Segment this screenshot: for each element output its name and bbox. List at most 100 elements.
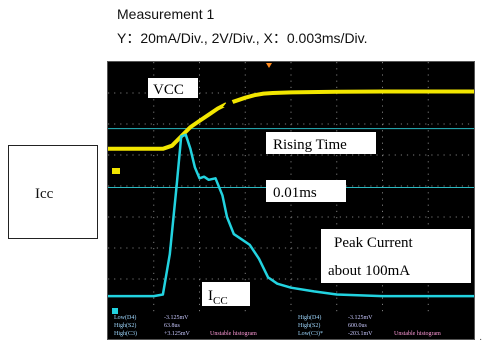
grid-dot [248, 247, 250, 249]
grid-dot [290, 248, 292, 250]
grid-dot [388, 154, 390, 156]
grid-dot [284, 278, 287, 280]
grid-dot [394, 185, 396, 187]
grid-dot [431, 185, 433, 187]
grid-dot [427, 111, 429, 113]
grid-dot [382, 80, 383, 82]
grid-dot [254, 185, 256, 187]
grid-dot [427, 192, 429, 194]
grid-dot [199, 167, 200, 169]
grid-dot [336, 74, 338, 76]
grid-dot [153, 111, 155, 113]
grid-dot [254, 216, 256, 218]
grid-dot [290, 235, 292, 237]
grid-dot [345, 185, 348, 187]
grid-dot [370, 123, 372, 125]
grid-dot [217, 92, 219, 94]
grid-dot [108, 247, 110, 249]
grid-dot [244, 74, 246, 76]
grid-dot [455, 123, 457, 125]
grid-dot [309, 247, 311, 249]
grid-dot [153, 173, 155, 175]
grid-dot [199, 285, 200, 287]
grid-dot [153, 192, 155, 194]
grid-dot [382, 123, 384, 125]
grid-dot [236, 92, 238, 94]
grid-dot [290, 155, 292, 157]
grid-dot [199, 186, 200, 188]
readout-r3-c1: High(C3) [114, 330, 137, 337]
grid-dot [120, 123, 122, 125]
grid-dot [153, 161, 155, 163]
grid-dot [388, 216, 390, 218]
grid-dot [309, 278, 311, 280]
grid-dot [254, 123, 256, 125]
grid-dot [236, 216, 238, 218]
grid-dot [291, 216, 293, 218]
grid-dot [303, 247, 305, 249]
grid-dot [370, 154, 372, 156]
grid-dot [132, 247, 134, 249]
grid-dot [248, 154, 250, 156]
grid-dot [336, 111, 338, 113]
readout-r3-c3: Unstable histogram [210, 331, 257, 337]
grid-dot [244, 235, 246, 237]
grid-dot [427, 285, 429, 287]
grid-dot [144, 247, 146, 249]
grid-dot [382, 291, 383, 293]
rising-time-bg [266, 132, 376, 154]
grid-dot [132, 216, 134, 218]
grid-dot [126, 247, 128, 249]
grid-dot [303, 154, 305, 156]
grid-dot [205, 185, 207, 187]
grid-dot [156, 154, 158, 156]
grid-dot [336, 310, 338, 312]
grid-dot [144, 154, 146, 156]
grid-dot [153, 297, 155, 299]
grid-dot [199, 111, 200, 113]
grid-dot [162, 185, 165, 187]
grid-dot [138, 247, 140, 249]
grid-dot [199, 86, 200, 88]
grid-dot [153, 229, 155, 231]
grid-dot [336, 62, 338, 64]
grid-dot [193, 247, 195, 249]
grid-dot [336, 285, 338, 287]
grid-dot [427, 117, 429, 119]
grid-dot [126, 185, 128, 187]
grid-dot [181, 185, 183, 187]
grid-dot [406, 123, 409, 125]
grid-dot [427, 86, 429, 88]
chart-title: Measurement 1 [117, 6, 215, 22]
grid-dot [211, 216, 213, 218]
grid-dot [427, 80, 429, 82]
grid-dot [461, 185, 463, 187]
grid-dot [175, 123, 177, 125]
grid-dot [205, 92, 207, 94]
grid-dot [244, 254, 246, 256]
grid-dot [187, 154, 189, 156]
grid-dot [138, 185, 140, 187]
grid-dot [244, 161, 246, 163]
grid-dot [120, 185, 122, 187]
grid-dot [427, 303, 429, 305]
grid-dot [443, 123, 445, 125]
grid-dot [230, 247, 232, 249]
grid-dot [211, 247, 213, 249]
grid-dot [217, 123, 219, 125]
grid-dot [449, 154, 451, 156]
grid-dot [244, 279, 246, 281]
grid-dot [153, 179, 155, 181]
grid-dot [431, 216, 433, 218]
grid-dot [336, 297, 338, 299]
readout-r2-c1: High(S2) [114, 322, 136, 329]
oscilloscope-plot: VCC Rising Time 0.01ms Peak Current abou… [106, 62, 476, 339]
grid-dot [443, 154, 445, 156]
grid-dot [199, 279, 200, 281]
grid-dot [345, 154, 348, 156]
grid-dot [153, 105, 155, 107]
grid-dot [153, 210, 155, 212]
grid-dot [382, 192, 383, 194]
grid-dot [413, 185, 415, 187]
grid-dot [358, 154, 360, 156]
